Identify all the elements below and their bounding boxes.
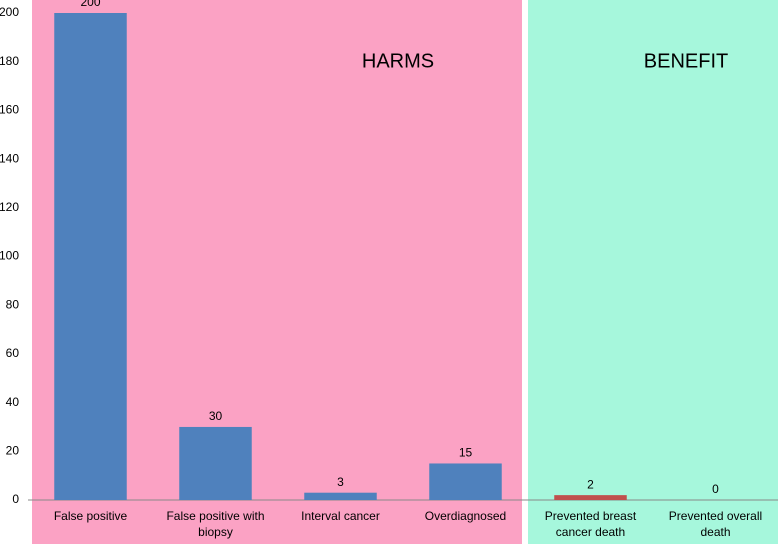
x-tick-label: Overdiagnosed xyxy=(424,509,507,523)
benefit-region xyxy=(528,0,778,544)
value-label: 30 xyxy=(209,409,223,423)
bar xyxy=(304,492,377,500)
x-tick-label: Prevented breast cancer death xyxy=(544,509,637,539)
value-label: 2 xyxy=(587,477,594,491)
annotation: BENEFIT xyxy=(644,50,728,72)
value-label: 3 xyxy=(337,475,344,489)
y-tick-label: 40 xyxy=(6,395,20,409)
y-tick-label: 0 xyxy=(12,492,19,506)
y-tick-label: 140 xyxy=(0,151,19,165)
x-tick-label: Interval cancer xyxy=(301,509,380,523)
y-tick-label: 80 xyxy=(6,297,20,311)
x-tick-label: False positive xyxy=(53,509,128,523)
value-label: 200 xyxy=(80,0,100,9)
value-label: 15 xyxy=(459,446,473,460)
value-label: 0 xyxy=(712,482,719,496)
x-tick-label: False positive with biopsy xyxy=(166,509,265,539)
y-tick-label: 20 xyxy=(6,443,20,457)
y-tick-label: 200 xyxy=(0,5,19,19)
y-tick-label: 60 xyxy=(6,346,20,360)
bar xyxy=(554,495,627,500)
y-tick-label: 160 xyxy=(0,103,19,117)
y-tick-label: 180 xyxy=(0,54,19,68)
y-tick-label: 120 xyxy=(0,200,19,214)
bar xyxy=(429,463,502,500)
annotation: HARMS xyxy=(362,50,434,72)
x-tick-label: Prevented overall death xyxy=(668,509,763,539)
y-tick-label: 100 xyxy=(0,249,19,263)
bar xyxy=(179,426,252,500)
bar xyxy=(54,13,127,500)
